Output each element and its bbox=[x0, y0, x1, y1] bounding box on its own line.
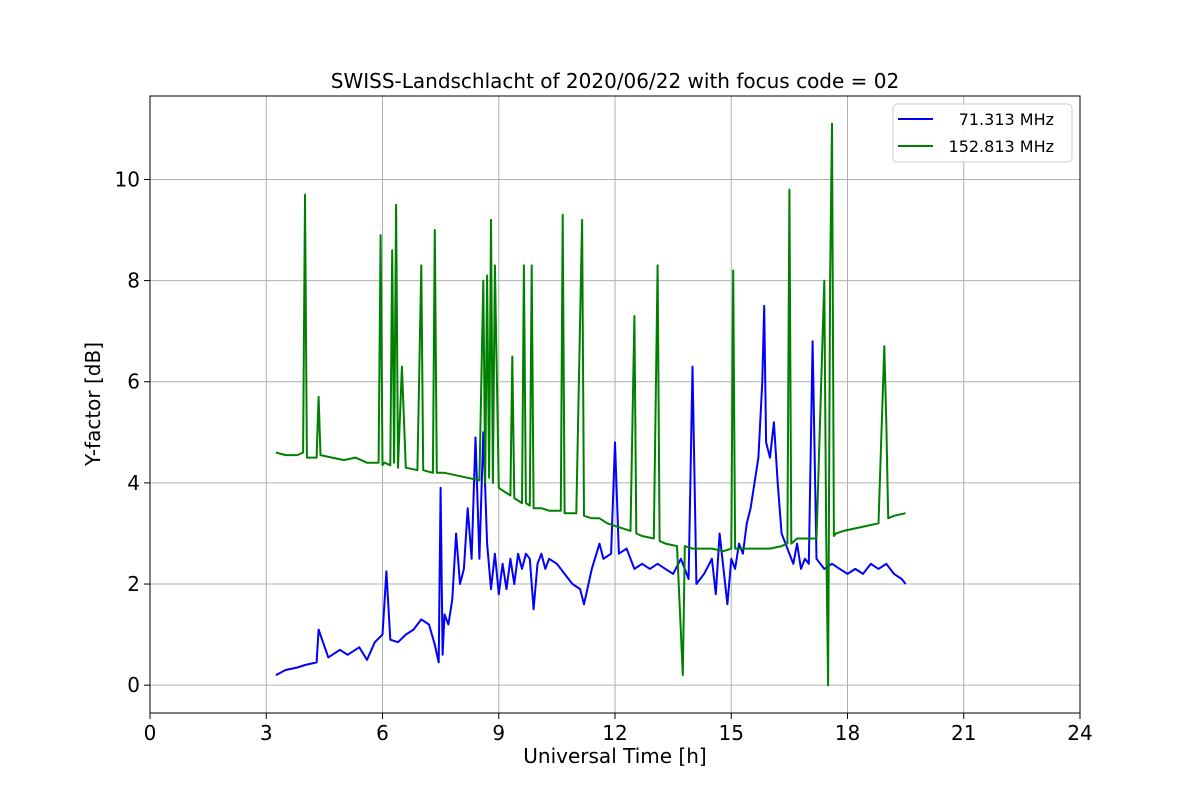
y-tick-label: 0 bbox=[127, 673, 140, 697]
x-tick-label: 18 bbox=[835, 721, 860, 745]
legend-box bbox=[892, 103, 1073, 163]
legend-label-152mhz: 152.813 MHz bbox=[949, 137, 1054, 156]
series-152mhz-line bbox=[275, 122, 906, 687]
x-tick-label: 12 bbox=[602, 721, 627, 745]
x-tick-label: 6 bbox=[376, 721, 389, 745]
x-tick-label: 15 bbox=[719, 721, 744, 745]
y-axis: 0 2 4 6 8 10 bbox=[115, 167, 150, 697]
x-tick-label: 21 bbox=[951, 721, 976, 745]
x-axis-title: Universal Time [h] bbox=[523, 744, 706, 768]
y-tick-label: 4 bbox=[127, 471, 140, 495]
y-tick-label: 6 bbox=[127, 370, 140, 394]
chart-title: SWISS-Landschlacht of 2020/06/22 with fo… bbox=[331, 69, 899, 93]
x-axis: 0 3 6 9 12 15 18 21 24 bbox=[144, 713, 1093, 745]
y-tick-label: 2 bbox=[127, 572, 140, 596]
y-axis-title: Y-factor [dB] bbox=[81, 342, 105, 467]
x-tick-label: 9 bbox=[492, 721, 505, 745]
y-tick-label: 10 bbox=[115, 167, 140, 191]
legend: 71.313 MHz 152.813 MHz bbox=[892, 103, 1073, 163]
legend-label-71mhz: 71.313 MHz bbox=[959, 110, 1054, 129]
series-group bbox=[275, 122, 907, 687]
x-tick-label: 24 bbox=[1067, 721, 1092, 745]
y-tick-label: 8 bbox=[127, 269, 140, 293]
x-tick-label: 3 bbox=[260, 721, 273, 745]
series-71mhz-line bbox=[275, 304, 907, 676]
x-tick-label: 0 bbox=[144, 721, 157, 745]
